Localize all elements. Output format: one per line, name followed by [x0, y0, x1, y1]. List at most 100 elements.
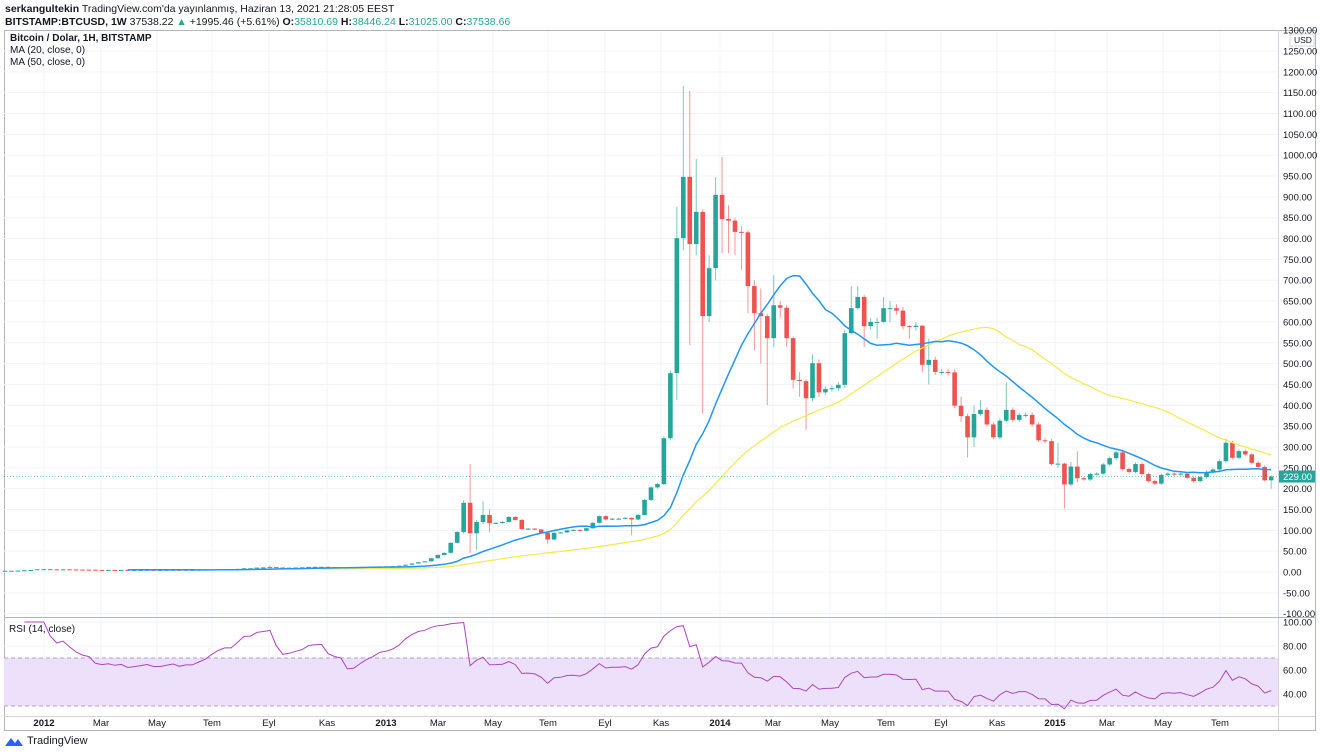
candle-body — [558, 532, 563, 534]
candle — [416, 562, 421, 564]
candle-body — [1139, 464, 1145, 475]
candle-body — [261, 567, 266, 569]
rsi-tick-label: 80.00 — [1283, 642, 1307, 653]
candle-body — [945, 371, 951, 373]
candle-body — [319, 566, 324, 568]
candle-body — [681, 176, 686, 239]
candle — [603, 515, 609, 521]
candle-body — [668, 373, 673, 439]
candle — [881, 296, 886, 323]
price-tick-label: -100.00 — [1283, 609, 1315, 620]
candle — [642, 498, 647, 516]
time-tick-label: 2013 — [375, 718, 396, 729]
brand-name: TradingView — [27, 735, 88, 747]
time-tick-label: May — [821, 718, 839, 729]
high-label: H: — [340, 16, 352, 28]
candle-body — [1062, 463, 1067, 485]
candle — [900, 306, 906, 330]
candle — [887, 301, 893, 322]
candle-body — [648, 487, 654, 500]
rsi-tick-label: 100.00 — [1283, 618, 1312, 629]
candle — [978, 400, 983, 416]
price-tick-label: 250.00 — [1283, 463, 1312, 474]
candle-body — [771, 305, 777, 339]
open-label: O: — [282, 16, 295, 28]
candle-body — [887, 308, 893, 310]
published-text: TradingView.com'da yayınlanmış, Haziran … — [81, 3, 395, 15]
candle-body — [454, 531, 460, 543]
candle-body — [1184, 473, 1190, 478]
candle — [945, 368, 951, 376]
candle — [784, 305, 789, 347]
time-tick-label: Eyl — [262, 718, 275, 729]
price-tick-label: 1050.00 — [1283, 130, 1317, 141]
symbol-line: BITSTAMP:BTCUSD, 1W 37538.22 ▲ +1995.46 … — [5, 16, 510, 28]
candle — [1126, 467, 1132, 474]
candle-body — [1146, 474, 1151, 482]
candle — [1133, 462, 1138, 474]
candle-body — [1113, 452, 1119, 459]
candle-body — [1094, 473, 1100, 475]
candle — [1075, 451, 1080, 483]
candle-body — [487, 514, 492, 524]
candle — [965, 413, 970, 458]
legend-rsi[interactable]: RSI (14, close) — [9, 624, 76, 635]
candle — [1249, 452, 1255, 465]
candle-body — [551, 532, 557, 540]
candle-body — [984, 409, 990, 425]
candle — [1139, 462, 1145, 476]
candle — [422, 561, 428, 563]
candle-body — [396, 565, 402, 567]
candle-body — [532, 528, 538, 530]
tradingview-logo: TradingView — [4, 735, 88, 747]
candle — [674, 206, 680, 400]
candle-body — [1159, 474, 1164, 484]
rsi-tick-label: 60.00 — [1283, 666, 1307, 677]
candle-body — [1075, 466, 1080, 479]
candle-body — [674, 238, 680, 374]
candle — [441, 552, 447, 556]
candle-body — [584, 528, 589, 531]
candle — [810, 354, 815, 402]
rsi-band-fill — [4, 658, 1278, 706]
candle — [448, 542, 454, 554]
candle-body — [700, 211, 705, 317]
candle-body — [564, 530, 570, 533]
candle-body — [1268, 476, 1274, 481]
candle-body — [1249, 454, 1255, 463]
candle-body — [829, 388, 835, 390]
close-label: C: — [455, 16, 467, 28]
candle-body — [1255, 462, 1261, 467]
candle-body — [965, 416, 970, 438]
candle — [267, 565, 273, 569]
time-tick-label: Tem — [1211, 718, 1229, 729]
candle — [118, 569, 124, 571]
candle-body — [35, 569, 40, 571]
candle — [907, 325, 912, 339]
price-tick-label: 650.00 — [1283, 297, 1312, 308]
candle — [771, 275, 777, 347]
candle — [1081, 476, 1087, 481]
candle — [261, 567, 266, 569]
candle — [1268, 475, 1274, 489]
candle — [1191, 476, 1196, 483]
candle — [99, 569, 105, 571]
candle-body — [874, 321, 880, 323]
candle-body — [467, 502, 473, 534]
candle — [1029, 412, 1035, 427]
candle-body — [112, 569, 118, 571]
candle-body — [54, 569, 59, 571]
legend-ma50[interactable]: MA (50, close, 0) — [10, 57, 86, 68]
candle — [1146, 472, 1151, 483]
candle-body — [28, 569, 34, 571]
candle-body — [577, 529, 583, 531]
candle — [306, 566, 311, 568]
candle-body — [274, 567, 279, 569]
candle — [958, 396, 964, 422]
candle-body — [642, 499, 647, 515]
last-price: 37538.22 — [129, 16, 174, 28]
legend-ma20[interactable]: MA (20, close, 0) — [10, 45, 86, 56]
candle — [687, 91, 693, 345]
price-tick-label: 850.00 — [1283, 213, 1312, 224]
